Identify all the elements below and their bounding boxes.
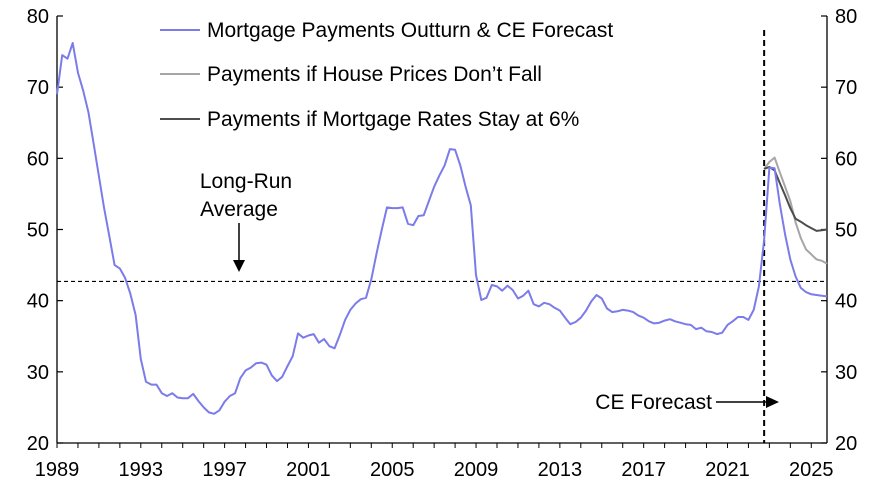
y-tick-label-right: 60 <box>835 148 857 170</box>
long-run-annotation-line2: Average <box>200 198 278 221</box>
y-tick-label-right: 40 <box>835 291 857 313</box>
y-tick-label-left: 80 <box>27 6 49 28</box>
x-tick-label: 1997 <box>202 459 247 481</box>
y-tick-label-left: 30 <box>27 362 49 384</box>
x-tick-label: 2017 <box>621 459 666 481</box>
forecast-arrow-head <box>766 396 779 408</box>
series-line-1 <box>763 156 828 265</box>
reference-lines <box>57 30 827 443</box>
y-tick-label-right: 30 <box>835 362 857 384</box>
x-tick-label: 2021 <box>705 459 750 481</box>
series-lines <box>56 42 828 415</box>
y-tick-label-right: 20 <box>835 433 857 455</box>
forecast-annotation-label: CE Forecast <box>595 391 712 414</box>
legend-label-0: Mortgage Payments Outturn & CE Forecast <box>207 19 613 42</box>
legend-label-1: Payments if House Prices Don’t Fall <box>207 63 542 86</box>
y-tick-label-left: 60 <box>27 148 49 170</box>
x-tick-label: 2009 <box>454 459 499 481</box>
y-tick-label-right: 70 <box>835 77 857 99</box>
x-tick-label: 2005 <box>370 459 415 481</box>
long-run-annotation-line1: Long-Run <box>200 170 292 193</box>
axes: 20 20 30 30 40 40 50 50 60 60 70 70 80 80 1989 1993 1997… <box>27 6 858 481</box>
x-tick-label: 1993 <box>119 459 164 481</box>
legend: Mortgage Payments Outturn & CE Forecast P… <box>160 19 613 131</box>
y-tick-label-left: 20 <box>27 433 49 455</box>
y-tick-label-left: 40 <box>27 291 49 313</box>
y-tick-label-left: 50 <box>27 220 49 242</box>
x-tick-label: 1989 <box>35 459 80 481</box>
y-tick-label-right: 50 <box>835 220 857 242</box>
long-run-arrow-head <box>233 260 245 272</box>
x-tick-label: 2013 <box>538 459 583 481</box>
x-tick-label: 2001 <box>286 459 331 481</box>
legend-label-2: Payments if Mortgage Rates Stay at 6% <box>207 108 579 131</box>
x-tick-label: 2025 <box>789 459 834 481</box>
y-tick-label-right: 80 <box>835 6 857 28</box>
series-line-0 <box>56 42 828 415</box>
y-tick-label-left: 70 <box>27 77 49 99</box>
annotations: Long-Run Average CE Forecast <box>200 170 779 414</box>
